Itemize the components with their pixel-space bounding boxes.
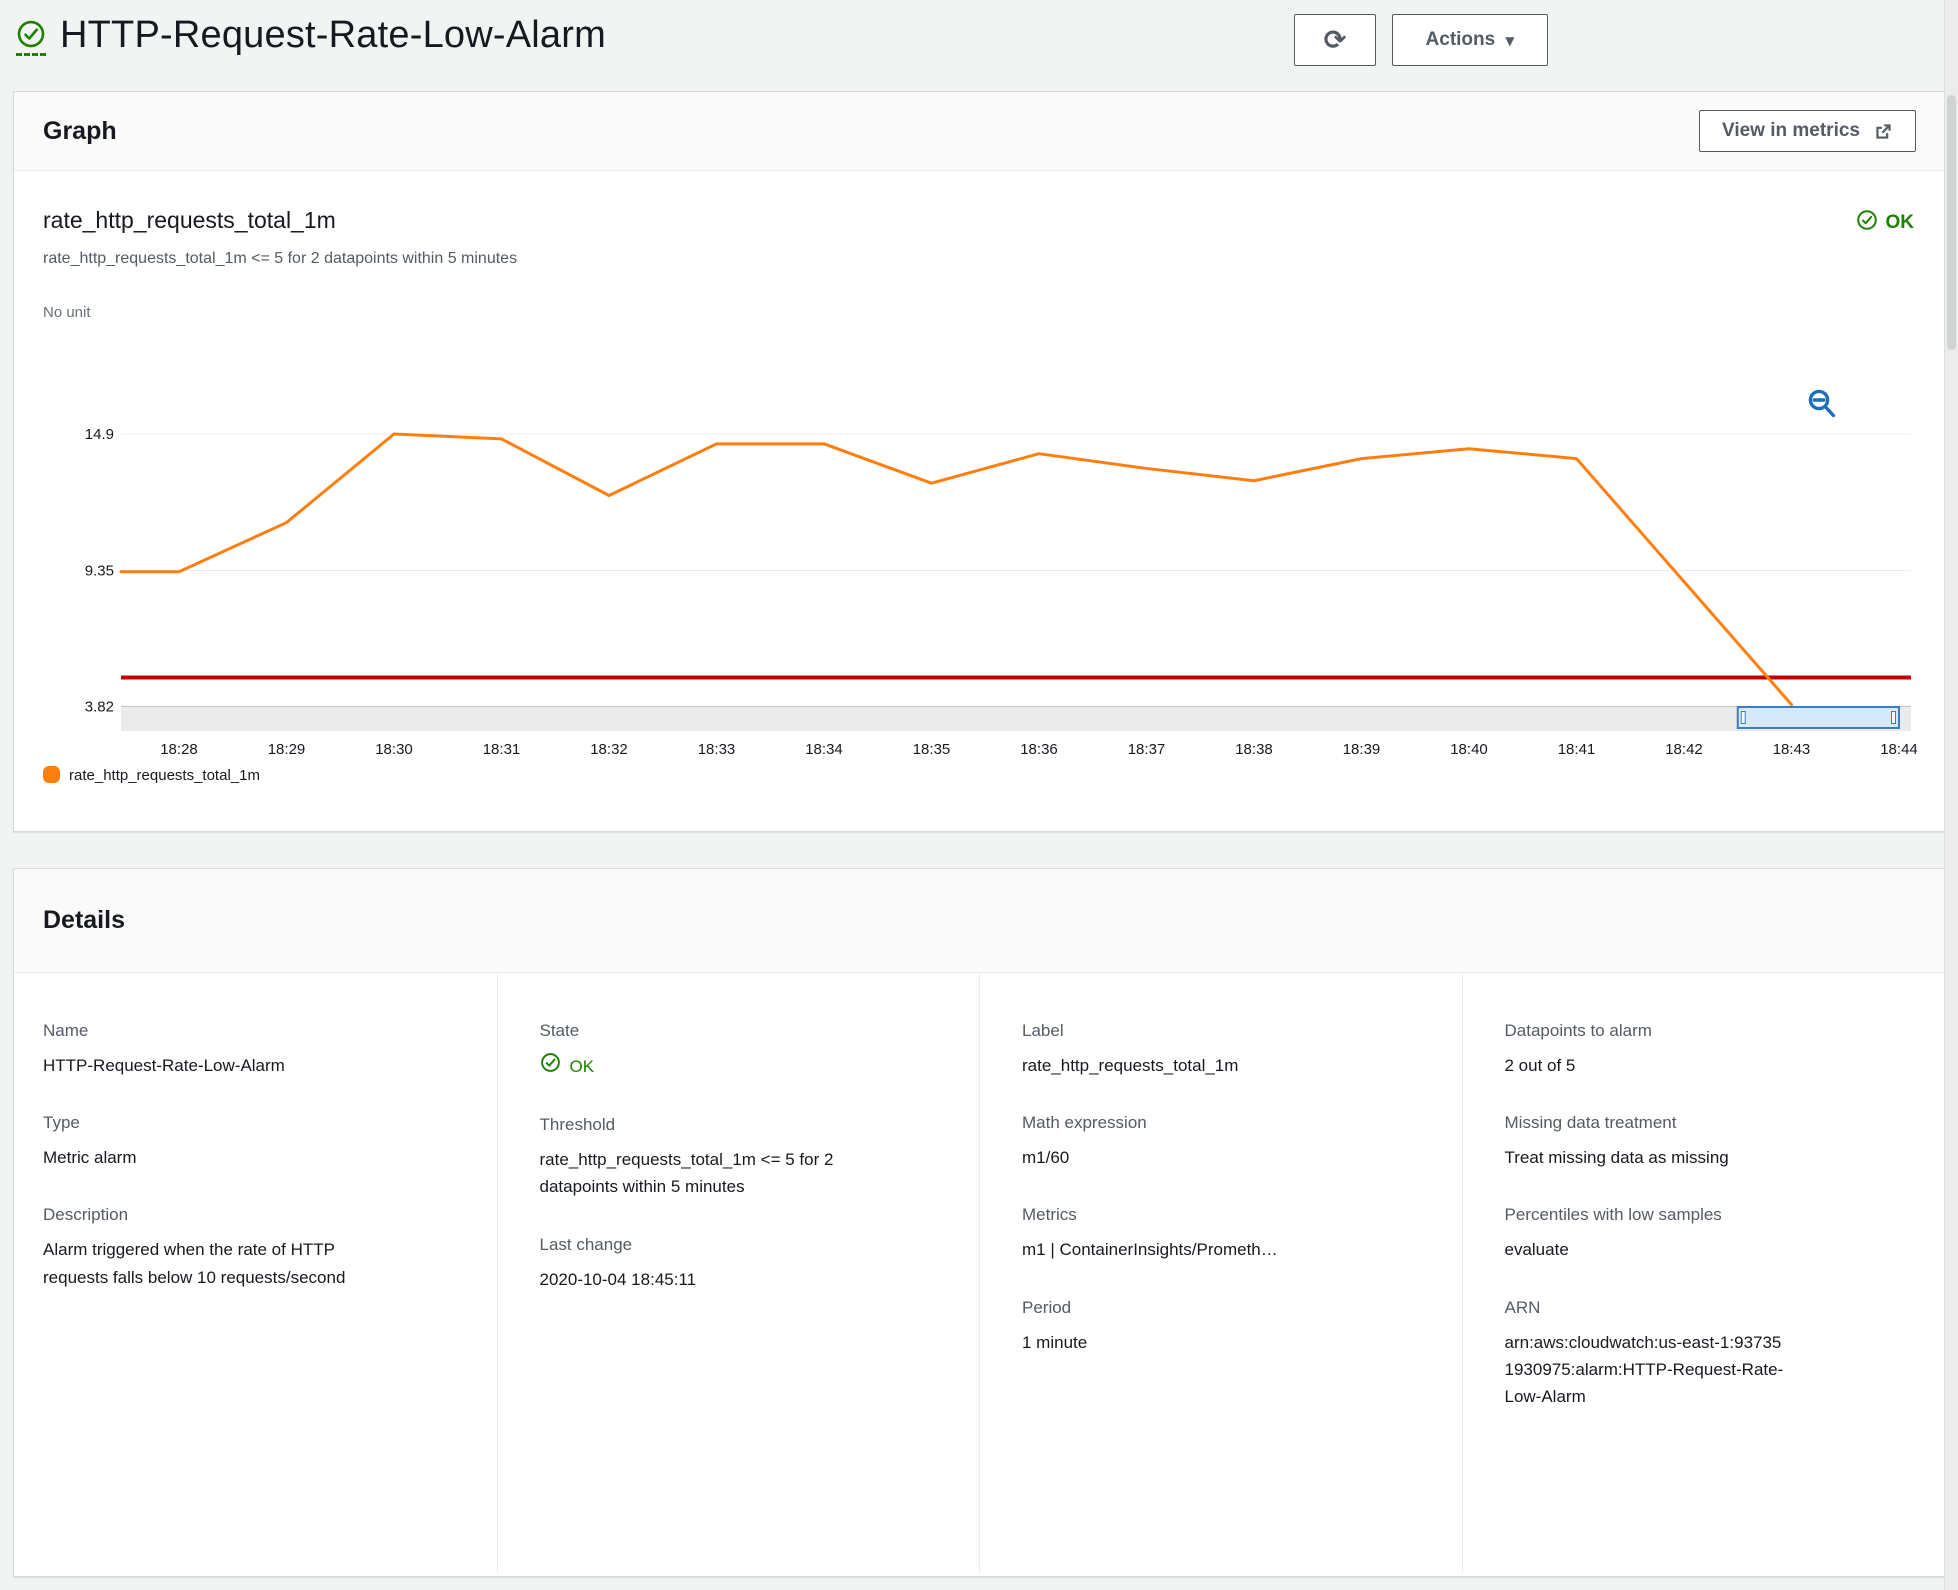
details-panel-header: Details — [14, 869, 1944, 973]
svg-text:18:40: 18:40 — [1450, 741, 1488, 758]
svg-text:18:38: 18:38 — [1235, 741, 1273, 758]
details-panel-title: Details — [43, 906, 125, 934]
actions-button[interactable]: Actions ▼ — [1392, 14, 1548, 66]
field-datapoints-to-alarm: Datapoints to alarm 2 out of 5 — [1504, 1021, 1652, 1075]
details-column-1: Name HTTP-Request-Rate-Low-Alarm Type Me… — [14, 973, 497, 1573]
svg-text:18:35: 18:35 — [913, 741, 951, 758]
field-math-expression: Math expression m1/60 — [1022, 1113, 1147, 1168]
external-link-icon — [1874, 122, 1893, 141]
svg-text:3.82: 3.82 — [85, 699, 114, 716]
alarm-ok-status-icon[interactable] — [16, 19, 46, 56]
chart-scrollbar-track[interactable] — [121, 707, 1911, 731]
chart-title: rate_http_requests_total_1m — [43, 207, 336, 233]
check-circle-icon — [540, 1052, 561, 1081]
svg-text:18:42: 18:42 — [1665, 741, 1703, 758]
field-label: Label rate_http_requests_total_1m — [1022, 1021, 1239, 1075]
field-name: Name HTTP-Request-Rate-Low-Alarm — [43, 1021, 285, 1075]
svg-text:14.9: 14.9 — [85, 426, 114, 443]
legend-swatch-icon — [43, 766, 60, 783]
svg-text:18:32: 18:32 — [590, 741, 628, 758]
field-type: Type Metric alarm — [43, 1113, 137, 1168]
svg-text:18:39: 18:39 — [1343, 741, 1381, 758]
actions-button-label: Actions — [1425, 29, 1496, 50]
field-arn: ARN arn:aws:cloudwatch:us-east-1:9373519… — [1504, 1297, 1784, 1406]
svg-text:18:37: 18:37 — [1128, 741, 1166, 758]
chart-zoom-selection-handle[interactable] — [1736, 706, 1900, 729]
page-scrollbar[interactable] — [1944, 0, 1958, 1590]
y-axis-labels: 14.9 9.35 3.82 — [85, 426, 114, 716]
svg-text:18:41: 18:41 — [1558, 741, 1596, 758]
field-metrics: Metrics m1 | ContainerInsights/Prometh… — [1022, 1205, 1278, 1260]
svg-text:18:33: 18:33 — [698, 741, 736, 758]
field-missing-data-treatment: Missing data treatment Treat missing dat… — [1504, 1113, 1729, 1168]
details-column-3: Label rate_http_requests_total_1m Math e… — [979, 973, 1462, 1573]
field-period: Period 1 minute — [1022, 1297, 1088, 1352]
details-panel: Details Name HTTP-Request-Rate-Low-Alarm… — [13, 868, 1945, 1577]
field-description: Description Alarm triggered when the rat… — [43, 1205, 346, 1287]
svg-text:18:34: 18:34 — [805, 741, 843, 758]
chevron-down-icon: ▼ — [1505, 34, 1515, 48]
field-threshold: Threshold rate_http_requests_total_1m <=… — [539, 1115, 834, 1197]
svg-text:18:43: 18:43 — [1773, 741, 1811, 758]
graph-panel-title: Graph — [43, 116, 117, 145]
view-in-metrics-label: View in metrics — [1722, 120, 1860, 141]
metric-line-series — [119, 432, 1793, 707]
refresh-icon: ⟳ — [1323, 24, 1347, 56]
graph-panel: Graph View in metrics rate_http_requests… — [13, 91, 1945, 832]
graph-panel-header: Graph View in metrics — [14, 92, 1944, 171]
details-column-2: State OK Threshold rate_http_requests_ — [496, 973, 980, 1573]
svg-text:18:28: 18:28 — [160, 741, 198, 758]
field-state: State OK — [540, 1021, 942, 1081]
chart-subtitle: rate_http_requests_total_1m <= 5 for 2 d… — [43, 250, 518, 267]
zoom-out-icon[interactable] — [1808, 389, 1836, 418]
timeseries-chart[interactable]: No unit 14.9 9.35 3.82 18:28 18:29 18:30 18:3… — [30, 294, 1930, 799]
svg-text:9.35: 9.35 — [85, 563, 114, 580]
svg-text:18:29: 18:29 — [268, 741, 306, 758]
chart-header-row: rate_http_requests_total_1m rate_http_re… — [14, 171, 1944, 268]
alarm-state-badge: OK — [1856, 209, 1915, 237]
view-in-metrics-button[interactable]: View in metrics — [1699, 110, 1916, 152]
page-header: HTTP-Request-Rate-Low-Alarm ⟳ Actions ▼ — [0, 0, 1958, 66]
refresh-button[interactable]: ⟳ — [1294, 14, 1376, 66]
svg-text:18:44: 18:44 — [1880, 741, 1918, 758]
details-grid: Name HTTP-Request-Rate-Low-Alarm Type Me… — [14, 973, 1944, 1573]
svg-text:18:30: 18:30 — [375, 741, 413, 758]
y-axis-unit-label: No unit — [43, 304, 91, 321]
check-circle-icon — [1856, 209, 1878, 237]
page-title: HTTP-Request-Rate-Low-Alarm — [60, 14, 606, 56]
field-last-change: Last change 2020-10-04 18:45:11 — [539, 1234, 697, 1289]
chart-legend[interactable]: rate_http_requests_total_1m — [43, 766, 260, 784]
state-value: OK — [569, 1057, 595, 1076]
page-scrollbar-thumb[interactable] — [1947, 95, 1956, 350]
svg-text:18:31: 18:31 — [483, 741, 521, 758]
details-column-4: Datapoints to alarm 2 out of 5 Missing d… — [1461, 973, 1945, 1573]
legend-label: rate_http_requests_total_1m — [69, 767, 260, 784]
gridlines — [121, 433, 1911, 708]
svg-text:18:36: 18:36 — [1020, 741, 1058, 758]
alarm-state-text: OK — [1885, 212, 1915, 233]
x-axis-labels: 18:28 18:29 18:30 18:31 18:32 18:33 18:34 18:35… — [160, 741, 1918, 758]
field-percentiles-low-samples: Percentiles with low samples evaluate — [1504, 1205, 1722, 1260]
